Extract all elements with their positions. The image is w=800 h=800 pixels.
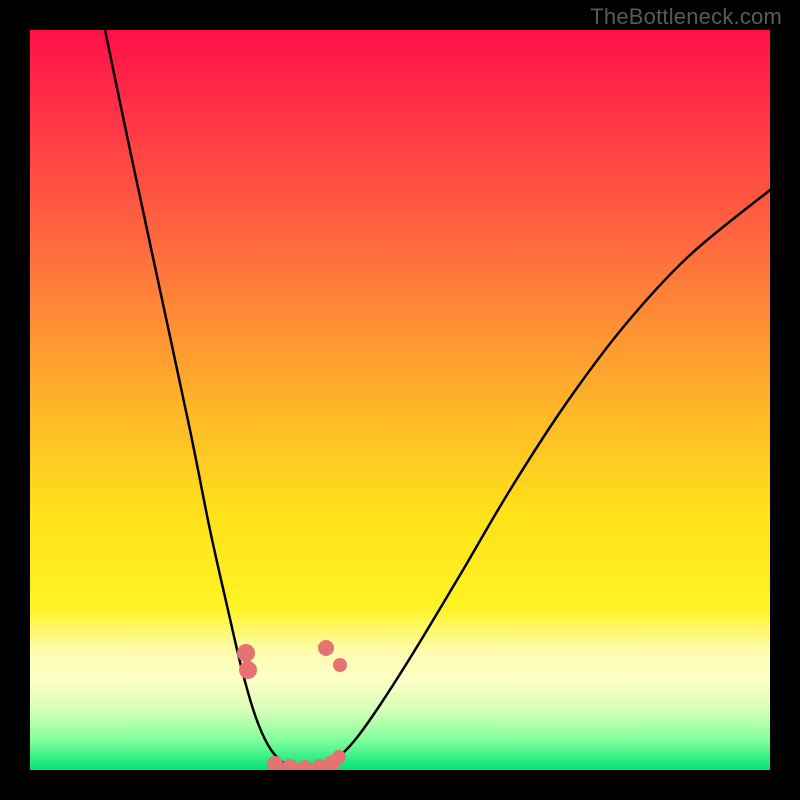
plot-area	[30, 30, 770, 770]
data-marker	[318, 640, 334, 656]
watermark-label: TheBottleneck.com	[590, 4, 782, 30]
curve-layer	[30, 30, 770, 770]
data-marker	[267, 756, 283, 770]
data-marker	[282, 759, 298, 770]
data-marker	[237, 644, 255, 662]
curve-left-branch	[105, 30, 295, 768]
data-marker	[333, 658, 347, 672]
data-marker	[332, 750, 346, 764]
data-marker	[297, 760, 313, 770]
curve-right-branch	[320, 190, 770, 768]
chart-frame: TheBottleneck.com	[0, 0, 800, 800]
data-marker	[239, 661, 257, 679]
marker-group	[237, 640, 347, 770]
